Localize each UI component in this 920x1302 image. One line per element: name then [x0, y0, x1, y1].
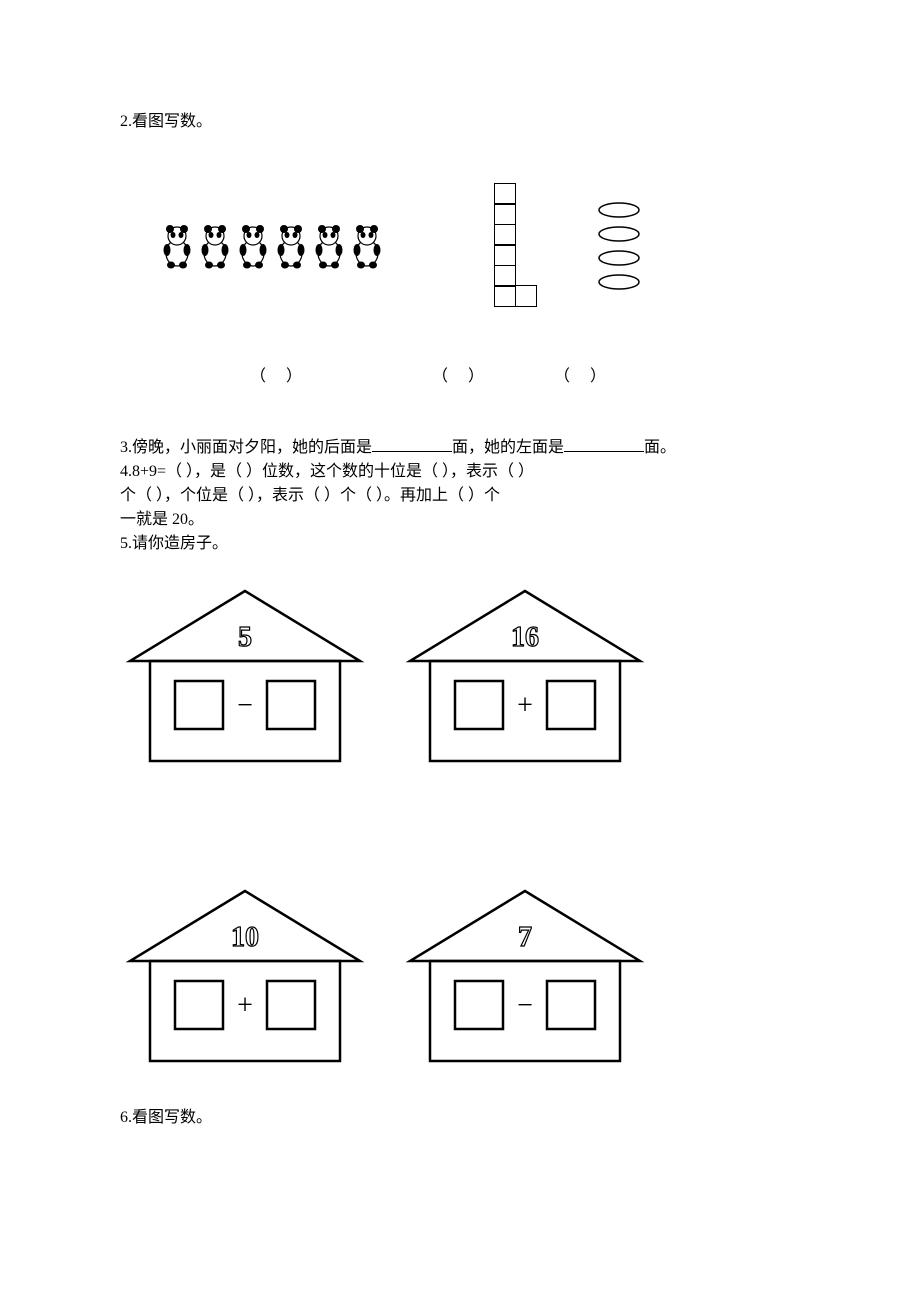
q2-answer-row: （ ） （ ） （ ）: [120, 362, 800, 386]
q2-title: 2.看图写数。: [120, 110, 800, 134]
block-cell: [494, 285, 516, 307]
house-op: +: [517, 690, 533, 721]
oval-icon: [597, 249, 641, 267]
house: 5 −: [120, 586, 370, 766]
house: 7 −: [400, 886, 650, 1066]
panda-icon: [236, 223, 270, 269]
house-number: 7: [518, 922, 532, 953]
house-number: 5: [238, 622, 252, 653]
block-cell: [494, 244, 516, 266]
blocks-group: [494, 184, 537, 307]
blank: [372, 436, 452, 452]
panda-icon: [160, 223, 194, 269]
block-cell: [515, 285, 537, 307]
houses-row-1: 5 − 16 +: [120, 586, 800, 766]
house-op: −: [517, 990, 533, 1021]
block-cell: [494, 224, 516, 246]
house-number: 16: [511, 622, 539, 653]
q3-pre: 3.傍晚，小丽面对夕阳，她的后面是: [120, 439, 372, 456]
oval-icon: [597, 201, 641, 219]
block-cell: [494, 265, 516, 287]
house-number: 10: [231, 922, 259, 953]
q4-line3: 一就是 20。: [120, 508, 800, 532]
house-op: +: [237, 990, 253, 1021]
house: 16 +: [400, 586, 650, 766]
q4-line1: 4.8+9=（ ），是（ ）位数，这个数的十位是（ ），表示（ ）: [120, 460, 800, 484]
blank: [564, 436, 644, 452]
answer-slot: （ ）: [432, 362, 484, 386]
q4-line2: 个（ ），个位是（ ），表示（ ）个（ ）。再加上（ ）个: [120, 484, 800, 508]
oval-icon: [597, 273, 641, 291]
q3-mid: 面，她的左面是: [452, 439, 564, 456]
block-cell: [494, 203, 516, 225]
panda-icon: [274, 223, 308, 269]
ovals-group: [597, 201, 641, 291]
q3-post: 面。: [644, 439, 676, 456]
q5-title: 5.请你造房子。: [120, 532, 800, 556]
house-op: −: [237, 690, 253, 721]
panda-icon: [350, 223, 384, 269]
q6-title: 6.看图写数。: [120, 1106, 800, 1130]
pandas-group: [160, 223, 384, 269]
q3-text: 3.傍晚，小丽面对夕阳，她的后面是 面，她的左面是 面。: [120, 436, 800, 460]
house: 10 +: [120, 886, 370, 1066]
answer-slot: （ ）: [554, 362, 606, 386]
block-cell: [494, 183, 516, 205]
houses-row-2: 10 + 7 −: [120, 886, 800, 1066]
panda-icon: [198, 223, 232, 269]
answer-slot: （ ）: [250, 362, 302, 386]
q2-images-row: [120, 184, 800, 307]
oval-icon: [597, 225, 641, 243]
panda-icon: [312, 223, 346, 269]
